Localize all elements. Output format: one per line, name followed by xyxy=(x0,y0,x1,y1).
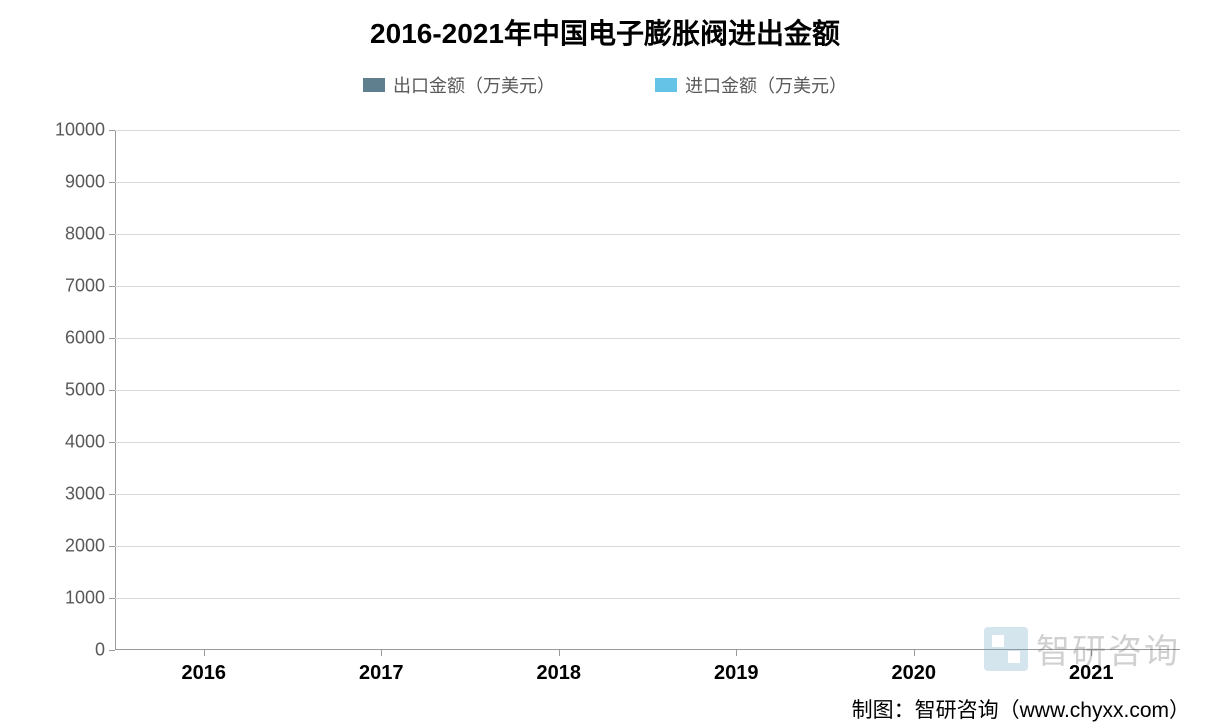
x-tick-mark xyxy=(381,650,382,656)
gridline xyxy=(115,598,1180,599)
gridline xyxy=(115,442,1180,443)
legend-swatch-icon xyxy=(363,78,385,92)
gridline xyxy=(115,130,1180,131)
y-tick-mark xyxy=(109,234,115,235)
y-tick-mark xyxy=(109,442,115,443)
y-tick-label: 2000 xyxy=(65,536,115,557)
gridline xyxy=(115,546,1180,547)
x-tick-mark xyxy=(1091,650,1092,656)
credit-text: 制图：智研咨询（www.chyxx.com） xyxy=(852,694,1190,724)
y-tick-label: 10000 xyxy=(55,120,115,141)
legend-swatch-icon xyxy=(655,78,677,92)
chart-container: 2016-2021年中国电子膨胀阀进出金额 出口金额（万美元） 进口金额（万美元… xyxy=(0,0,1210,728)
chart-title: 2016-2021年中国电子膨胀阀进出金额 xyxy=(0,0,1210,52)
y-tick-mark xyxy=(109,546,115,547)
y-tick-mark xyxy=(109,598,115,599)
gridline xyxy=(115,234,1180,235)
gridline xyxy=(115,286,1180,287)
x-tick-mark xyxy=(736,650,737,656)
y-tick-label: 3000 xyxy=(65,484,115,505)
x-tick-mark xyxy=(559,650,560,656)
y-tick-mark xyxy=(109,390,115,391)
x-axis-line xyxy=(115,649,1180,650)
gridline xyxy=(115,494,1180,495)
y-tick-label: 9000 xyxy=(65,172,115,193)
y-tick-mark xyxy=(109,182,115,183)
gridline xyxy=(115,338,1180,339)
y-tick-label: 7000 xyxy=(65,276,115,297)
y-tick-mark xyxy=(109,650,115,651)
y-tick-mark xyxy=(109,494,115,495)
legend: 出口金额（万美元） 进口金额（万美元） xyxy=(0,72,1210,98)
y-tick-label: 6000 xyxy=(65,328,115,349)
y-tick-label: 4000 xyxy=(65,432,115,453)
gridline xyxy=(115,182,1180,183)
y-tick-label: 5000 xyxy=(65,380,115,401)
y-tick-label: 1000 xyxy=(65,588,115,609)
y-tick-mark xyxy=(109,130,115,131)
gridline xyxy=(115,390,1180,391)
legend-label: 出口金额（万美元） xyxy=(393,72,555,98)
legend-item-export: 出口金额（万美元） xyxy=(363,72,555,98)
legend-label: 进口金额（万美元） xyxy=(685,72,847,98)
y-tick-mark xyxy=(109,338,115,339)
x-tick-mark xyxy=(204,650,205,656)
y-tick-label: 8000 xyxy=(65,224,115,245)
legend-item-import: 进口金额（万美元） xyxy=(655,72,847,98)
y-tick-mark xyxy=(109,286,115,287)
plot-area: 0100020003000400050006000700080009000100… xyxy=(115,130,1180,650)
x-tick-mark xyxy=(914,650,915,656)
